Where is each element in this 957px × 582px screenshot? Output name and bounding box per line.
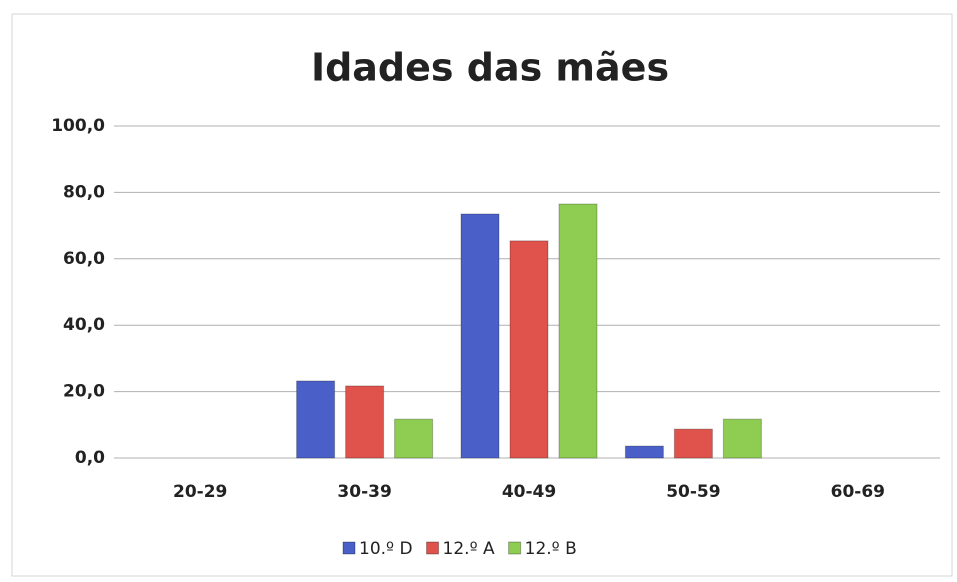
bar xyxy=(509,240,549,459)
bar xyxy=(624,445,664,459)
legend-swatch xyxy=(342,541,356,555)
bar xyxy=(722,418,762,459)
legend-label: 10.º D xyxy=(359,539,413,559)
x-tick-label: 40-49 xyxy=(502,482,556,502)
chart-title: Idades das mães xyxy=(311,46,669,90)
y-tick-label: 20,0 xyxy=(63,382,105,402)
legend-swatch xyxy=(508,541,522,555)
bar xyxy=(460,213,500,459)
bar xyxy=(558,203,598,459)
x-tick-label: 30-39 xyxy=(337,482,391,502)
bar xyxy=(345,385,385,459)
y-tick-label: 0,0 xyxy=(75,448,105,468)
x-tick-label: 60-69 xyxy=(831,482,885,502)
bar xyxy=(673,428,713,459)
legend-label: 12.º B xyxy=(525,539,577,559)
y-tick-label: 60,0 xyxy=(63,249,105,269)
y-tick-label: 40,0 xyxy=(63,315,105,335)
x-tick-label: 20-29 xyxy=(173,482,227,502)
legend-swatch xyxy=(426,541,440,555)
x-tick-label: 50-59 xyxy=(666,482,720,502)
legend-label: 12.º A xyxy=(443,539,495,559)
y-tick-label: 80,0 xyxy=(63,182,105,202)
y-tick-label: 100,0 xyxy=(51,116,105,136)
bar xyxy=(296,380,336,459)
bar xyxy=(394,418,434,459)
